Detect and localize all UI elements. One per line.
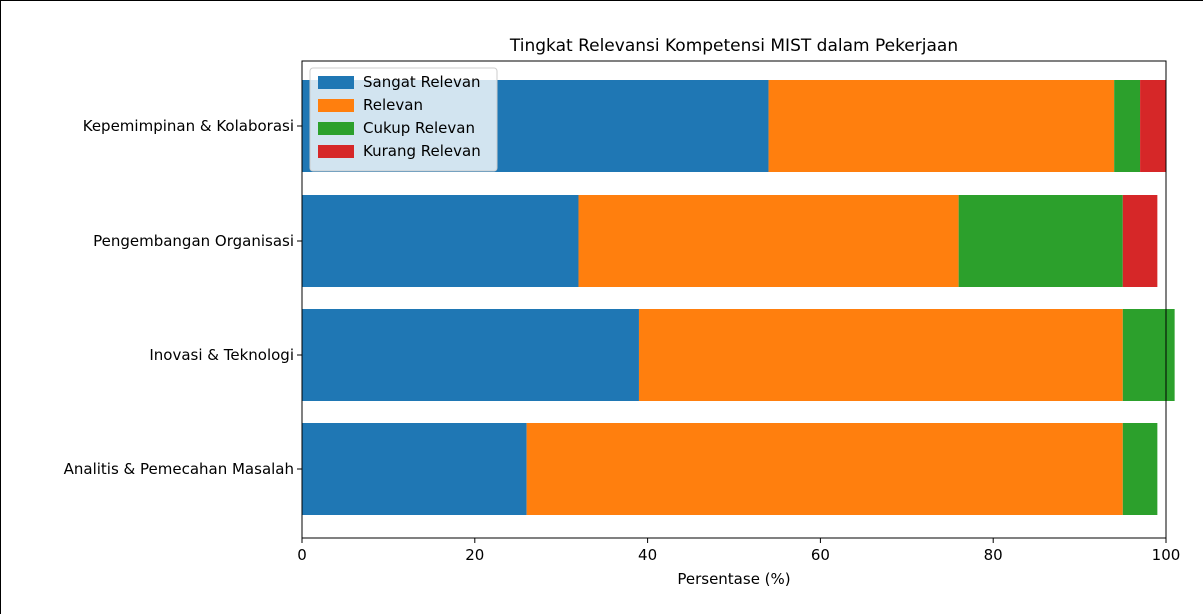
bar-cukup-relevan-analitis-pemecahan-masalah [1122, 423, 1158, 515]
y-tick-label: Analitis & Pemecahan Masalah [64, 460, 294, 478]
legend-swatch-kurang-relevan [318, 145, 354, 158]
bar-sangat-relevan-analitis-pemecahan-masalah [302, 423, 527, 515]
bar-cukup-relevan-inovasi-teknologi [1122, 309, 1175, 401]
chart-title: Tingkat Relevansi Kompetensi MIST dalam … [509, 36, 958, 56]
y-tick-label: Pengembangan Organisasi [93, 232, 294, 250]
bar-kurang-relevan-kepemimpinan-kolaborasi [1140, 80, 1166, 172]
legend-swatch-cukup-relevan [318, 122, 354, 135]
x-tick-label: 100 [1152, 546, 1181, 564]
y-tick-label: Kepemimpinan & Kolaborasi [83, 117, 294, 135]
legend-label-cukup-relevan: Cukup Relevan [363, 119, 475, 137]
bar-kurang-relevan-pengembangan-organisasi [1122, 195, 1158, 287]
bar-relevan-inovasi-teknologi [638, 309, 1123, 401]
x-tick-label: 60 [811, 546, 830, 564]
bar-cukup-relevan-pengembangan-organisasi [958, 195, 1123, 287]
x-axis: 0 20 40 60 80 100 [297, 538, 1180, 564]
legend-label-kurang-relevan: Kurang Relevan [363, 142, 481, 160]
x-tick-label: 0 [297, 546, 307, 564]
bars-layer [302, 80, 1175, 515]
bar-relevan-analitis-pemecahan-masalah [526, 423, 1123, 515]
legend-label-relevan: Relevan [363, 96, 423, 114]
bar-relevan-kepemimpinan-kolaborasi [768, 80, 1115, 172]
legend-swatch-relevan [318, 99, 354, 112]
x-tick-label: 20 [465, 546, 484, 564]
bar-relevan-pengembangan-organisasi [578, 195, 959, 287]
x-axis-label: Persentase (%) [677, 570, 790, 588]
y-axis: Kepemimpinan & Kolaborasi Pengembangan Or… [64, 117, 302, 478]
legend-label-sangat-relevan: Sangat Relevan [363, 73, 481, 91]
x-tick-label: 40 [638, 546, 657, 564]
plot-area-border [301, 60, 1167, 539]
y-tick-label: Inovasi & Teknologi [149, 346, 294, 364]
legend-swatch-sangat-relevan [318, 76, 354, 89]
legend: Sangat Relevan Relevan Cukup Relevan Kurang… [309, 67, 498, 172]
legend-box [309, 67, 498, 172]
x-tick-label: 80 [984, 546, 1003, 564]
bar-cukup-relevan-kepemimpinan-kolaborasi [1114, 80, 1141, 172]
bar-sangat-relevan-pengembangan-organisasi [302, 195, 579, 287]
bar-sangat-relevan-inovasi-teknologi [302, 309, 639, 401]
